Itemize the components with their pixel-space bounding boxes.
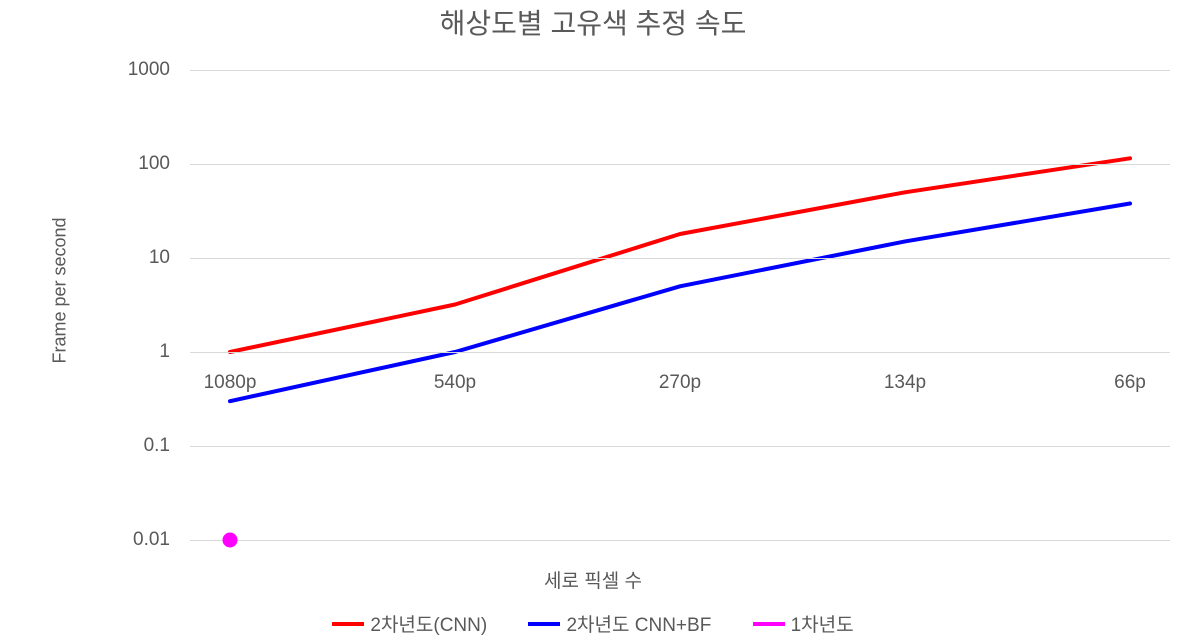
chart-container: 해상도별 고유색 추정 속도 Frame per second 0.01 0.1 1… [0, 0, 1186, 643]
y-tick-label: 0.1 [90, 435, 170, 457]
legend-label-series2: 2차년도 CNN+BF [566, 610, 711, 637]
x-tick-label: 1080p [204, 372, 257, 394]
y-tick-label: 100 [90, 153, 170, 175]
legend-swatch-series3 [753, 622, 785, 626]
y-tick-label: 1000 [90, 59, 170, 81]
legend-label-series1: 2차년도(CNN) [370, 610, 487, 637]
x-axis-label: 세로 픽셀 수 [0, 566, 1186, 593]
gridline [190, 352, 1170, 353]
series-line [230, 158, 1130, 352]
x-tick-label: 270p [659, 372, 701, 394]
legend: 2차년도(CNN) 2차년도 CNN+BF 1차년도 [0, 610, 1186, 638]
plot-area: 0.010.111010010001080p540p270p134p66p [190, 70, 1170, 540]
chart-title: 해상도별 고유색 추정 속도 [0, 2, 1186, 42]
legend-swatch-series1 [332, 622, 364, 626]
y-axis-label: Frame per second [50, 191, 71, 391]
data-point [223, 533, 238, 548]
x-tick-label: 134p [884, 372, 926, 394]
legend-item-series1: 2차년도(CNN) [332, 610, 487, 637]
gridline [190, 70, 1170, 71]
chart-lines-svg [190, 70, 1170, 540]
y-tick-label: 0.01 [90, 529, 170, 551]
gridline [190, 446, 1170, 447]
gridline [190, 258, 1170, 259]
legend-label-series3: 1차년도 [791, 610, 854, 637]
gridline [190, 164, 1170, 165]
x-tick-label: 540p [434, 372, 476, 394]
gridline [190, 540, 1170, 541]
legend-swatch-series2 [528, 622, 560, 626]
legend-item-series2: 2차년도 CNN+BF [528, 610, 711, 637]
legend-item-series3: 1차년도 [753, 610, 854, 637]
y-tick-label: 10 [90, 247, 170, 269]
y-tick-label: 1 [90, 341, 170, 363]
x-tick-label: 66p [1114, 372, 1146, 394]
